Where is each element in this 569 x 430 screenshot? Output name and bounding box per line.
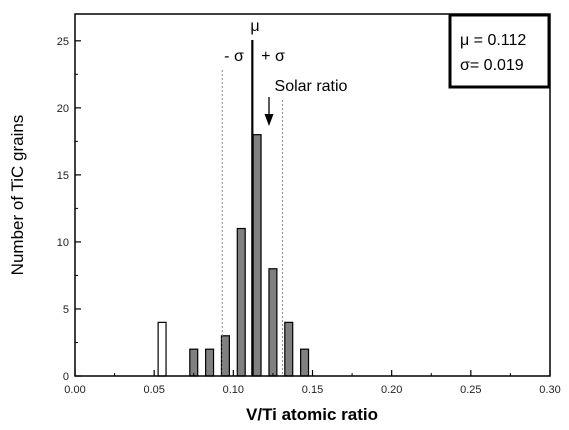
y-tick-label: 5	[63, 304, 69, 316]
y-axis-ticks: 0 5 10 15 20 25	[57, 36, 81, 383]
stat-lines-group	[221, 40, 283, 376]
histogram-bar-8	[300, 348, 310, 377]
histogram-bar-1	[189, 348, 199, 377]
y-tick-label: 20	[57, 103, 69, 115]
y-tick-label: 10	[57, 237, 69, 249]
x-tick-label: 0.30	[539, 384, 560, 396]
histogram-bar-6	[268, 268, 278, 377]
x-axis-ticks: 0.00 0.05 0.10 0.15 0.20 0.25 0.30	[64, 370, 561, 396]
y-tick-label: 25	[57, 36, 69, 48]
x-tick-label: 0.20	[381, 384, 402, 396]
x-tick-label: 0.15	[302, 384, 323, 396]
legend-sigma-text: σ= 0.019	[460, 57, 524, 74]
solar-ratio-label: Solar ratio	[275, 78, 348, 95]
x-tick-label: 0.25	[460, 384, 481, 396]
histogram-bar-0	[157, 321, 167, 377]
histogram-bar-5	[252, 134, 262, 377]
x-axis-title: V/Ti atomic ratio	[246, 405, 378, 424]
bars-group	[157, 134, 310, 377]
histogram-bar-7	[284, 321, 294, 377]
legend-mean-text: μ = 0.112	[460, 32, 526, 49]
y-tick-label: 0	[63, 371, 69, 383]
minus-sigma-label: - σ	[224, 48, 244, 65]
plus-sigma-label: + σ	[261, 48, 285, 65]
x-tick-label: 0.00	[64, 384, 85, 396]
histogram-bar-2	[205, 348, 215, 377]
y-tick-label: 15	[57, 170, 69, 182]
solar-ratio-arrow-icon	[264, 97, 274, 126]
x-tick-label: 0.10	[223, 384, 244, 396]
mean-label: μ	[250, 18, 259, 35]
histogram-bar-4	[236, 227, 246, 377]
stats-legend-box: μ = 0.112 σ= 0.019	[448, 13, 551, 89]
y-axis-title: Number of TiC grains	[8, 115, 27, 276]
x-tick-label: 0.05	[143, 384, 164, 396]
